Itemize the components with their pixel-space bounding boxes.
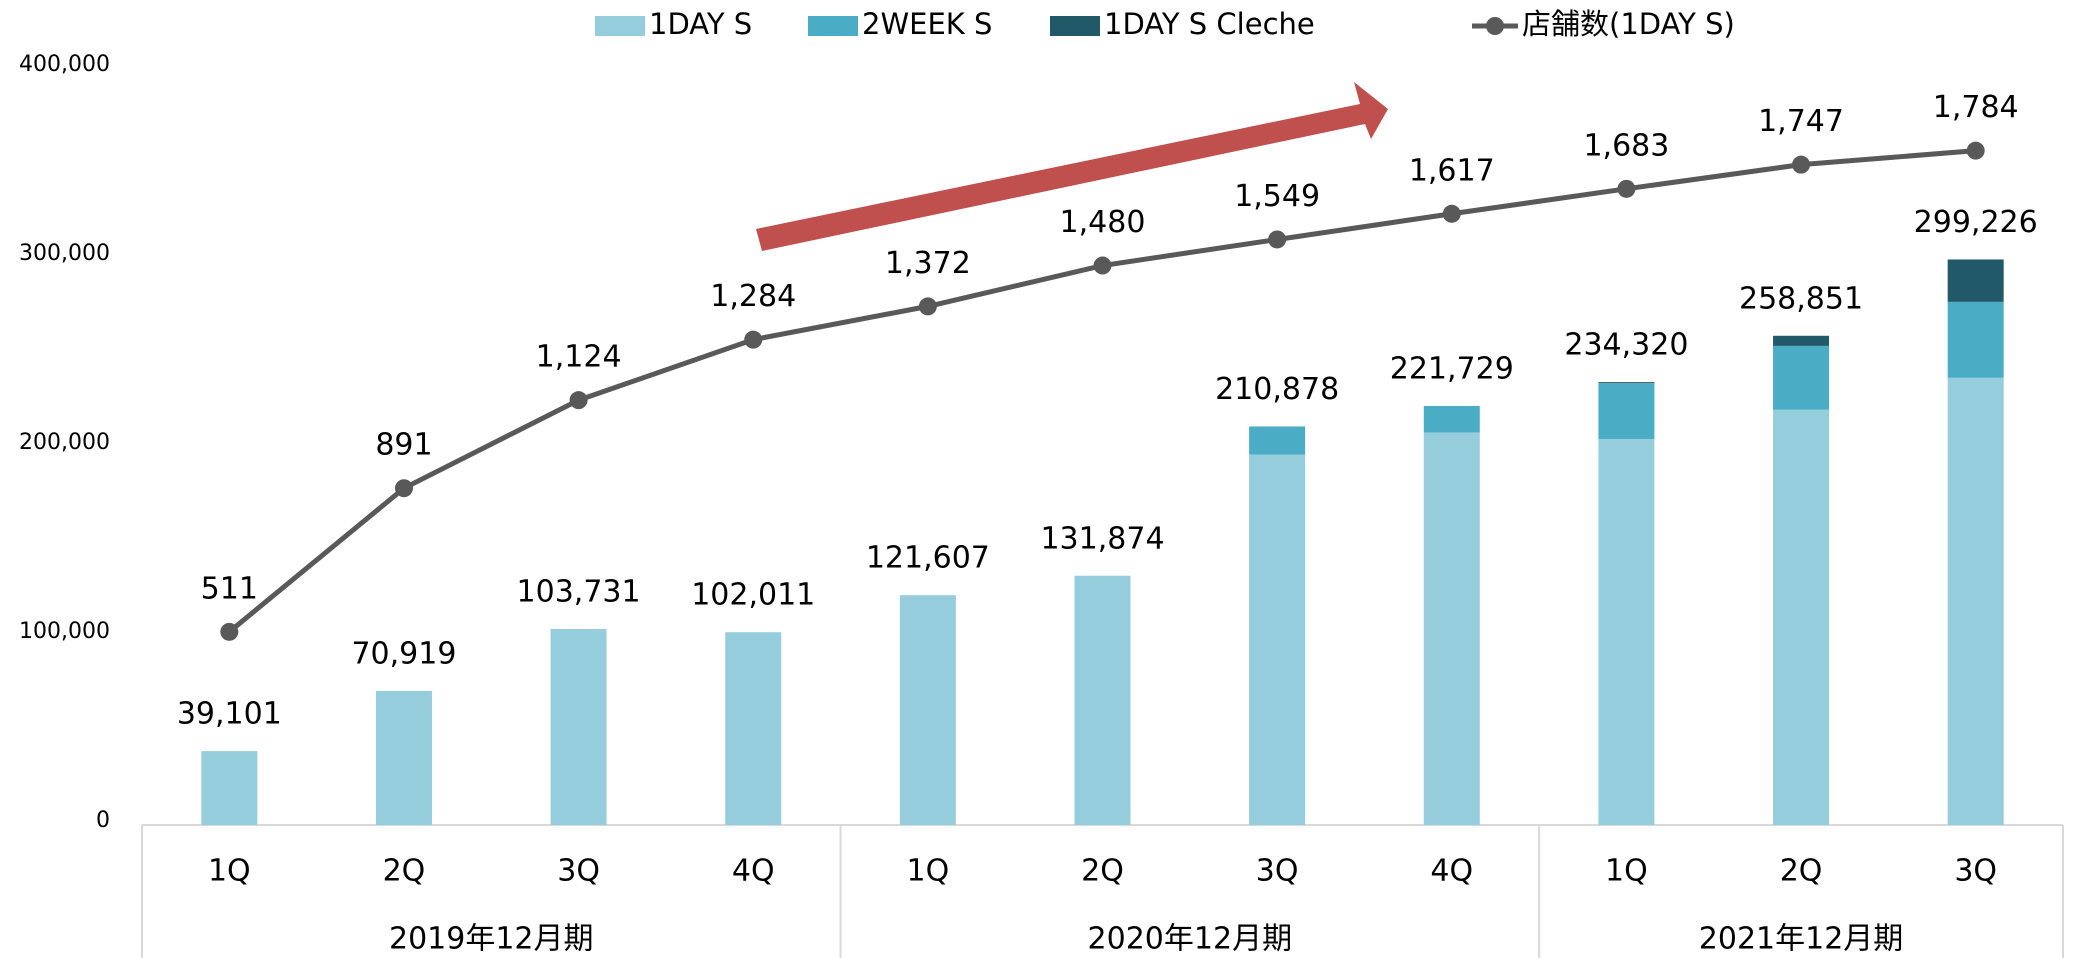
y-tick-label: 0 [96,808,110,833]
line-point [1093,256,1112,275]
x-tick-label: 2Q [383,854,426,889]
line-value-label: 1,284 [710,279,796,314]
y-tick-label: 100,000 [19,619,110,644]
legend-label: 2WEEK S [862,7,992,41]
line-value-label: 1,784 [1933,90,2019,125]
line-value-label: 1,549 [1234,179,1320,214]
legend-marker [1486,17,1504,35]
bar-segment [1598,383,1655,440]
total-label: 258,851 [1739,281,1863,316]
total-label: 121,607 [866,541,990,576]
line-point [394,479,413,498]
bar-segment [1423,405,1480,433]
line-value-label: 1,480 [1060,205,1146,240]
legend-swatch [595,16,645,36]
group-label: 2021年12月期 [1699,922,1904,957]
y-tick-label: 400,000 [19,52,110,77]
total-label: 70,919 [351,636,456,671]
bar-segment [1249,454,1306,825]
bar-segment [1773,335,1830,346]
x-tick-label: 4Q [732,854,775,889]
line-point [569,391,588,410]
legend-swatch [808,16,858,36]
legend-swatch [1050,16,1100,36]
line-point [1442,204,1461,223]
group-label: 2020年12月期 [1088,922,1293,957]
bar-segment [725,632,782,825]
bar-segment [1773,409,1830,825]
bar-segment [1074,575,1131,825]
bar-segment [1947,259,2004,302]
line-value-label: 1,747 [1758,104,1844,139]
bar-segment [1598,382,1655,384]
total-label: 131,874 [1040,521,1164,556]
line-value-label: 891 [375,428,432,463]
line-point [220,622,239,641]
bar-segment [375,690,432,825]
total-label: 221,729 [1390,351,1514,386]
trend-arrow [756,82,1388,251]
line-point [1792,155,1811,174]
legend-label: 1DAY S [649,7,752,41]
group-label: 2019年12月期 [389,922,594,957]
y-tick-label: 200,000 [19,430,110,455]
bar-segment [1773,345,1830,410]
total-label: 210,878 [1215,372,1339,407]
total-label: 102,011 [691,578,815,613]
x-tick-label: 3Q [1256,854,1299,889]
total-label: 234,320 [1564,328,1688,363]
bar-segment [1423,432,1480,825]
line-value-label: 511 [201,571,258,606]
x-tick-label: 3Q [1954,854,1997,889]
line-value-label: 1,372 [885,246,971,281]
bar-segment [899,595,956,825]
x-tick-label: 1Q [907,854,950,889]
bar-segment [550,628,607,825]
x-tick-label: 1Q [208,854,251,889]
line-point [1268,230,1287,249]
line-point [1966,141,1985,160]
line-point [744,330,763,349]
line-point [1617,179,1636,198]
line-value-label: 1,617 [1409,153,1495,188]
total-label: 39,101 [177,697,282,732]
legend-label: 店舗数(1DAY S) [1522,7,1735,41]
total-label: 299,226 [1914,205,2038,240]
legend-label: 1DAY S Cleche [1104,7,1315,41]
bar-segment [1947,301,2004,378]
line-value-label: 1,683 [1583,128,1669,163]
total-label: 103,731 [517,574,641,609]
x-tick-label: 4Q [1430,854,1473,889]
line-value-label: 1,124 [536,340,622,375]
bar-segment [1598,439,1655,825]
x-tick-label: 3Q [557,854,600,889]
x-tick-label: 2Q [1780,854,1823,889]
x-tick-label: 1Q [1605,854,1648,889]
bar-segment [1249,426,1306,455]
y-tick-label: 300,000 [19,241,110,266]
x-tick-label: 2Q [1081,854,1124,889]
bar-segment [1947,377,2004,825]
bar-segment [201,751,258,825]
line-point [918,297,937,316]
